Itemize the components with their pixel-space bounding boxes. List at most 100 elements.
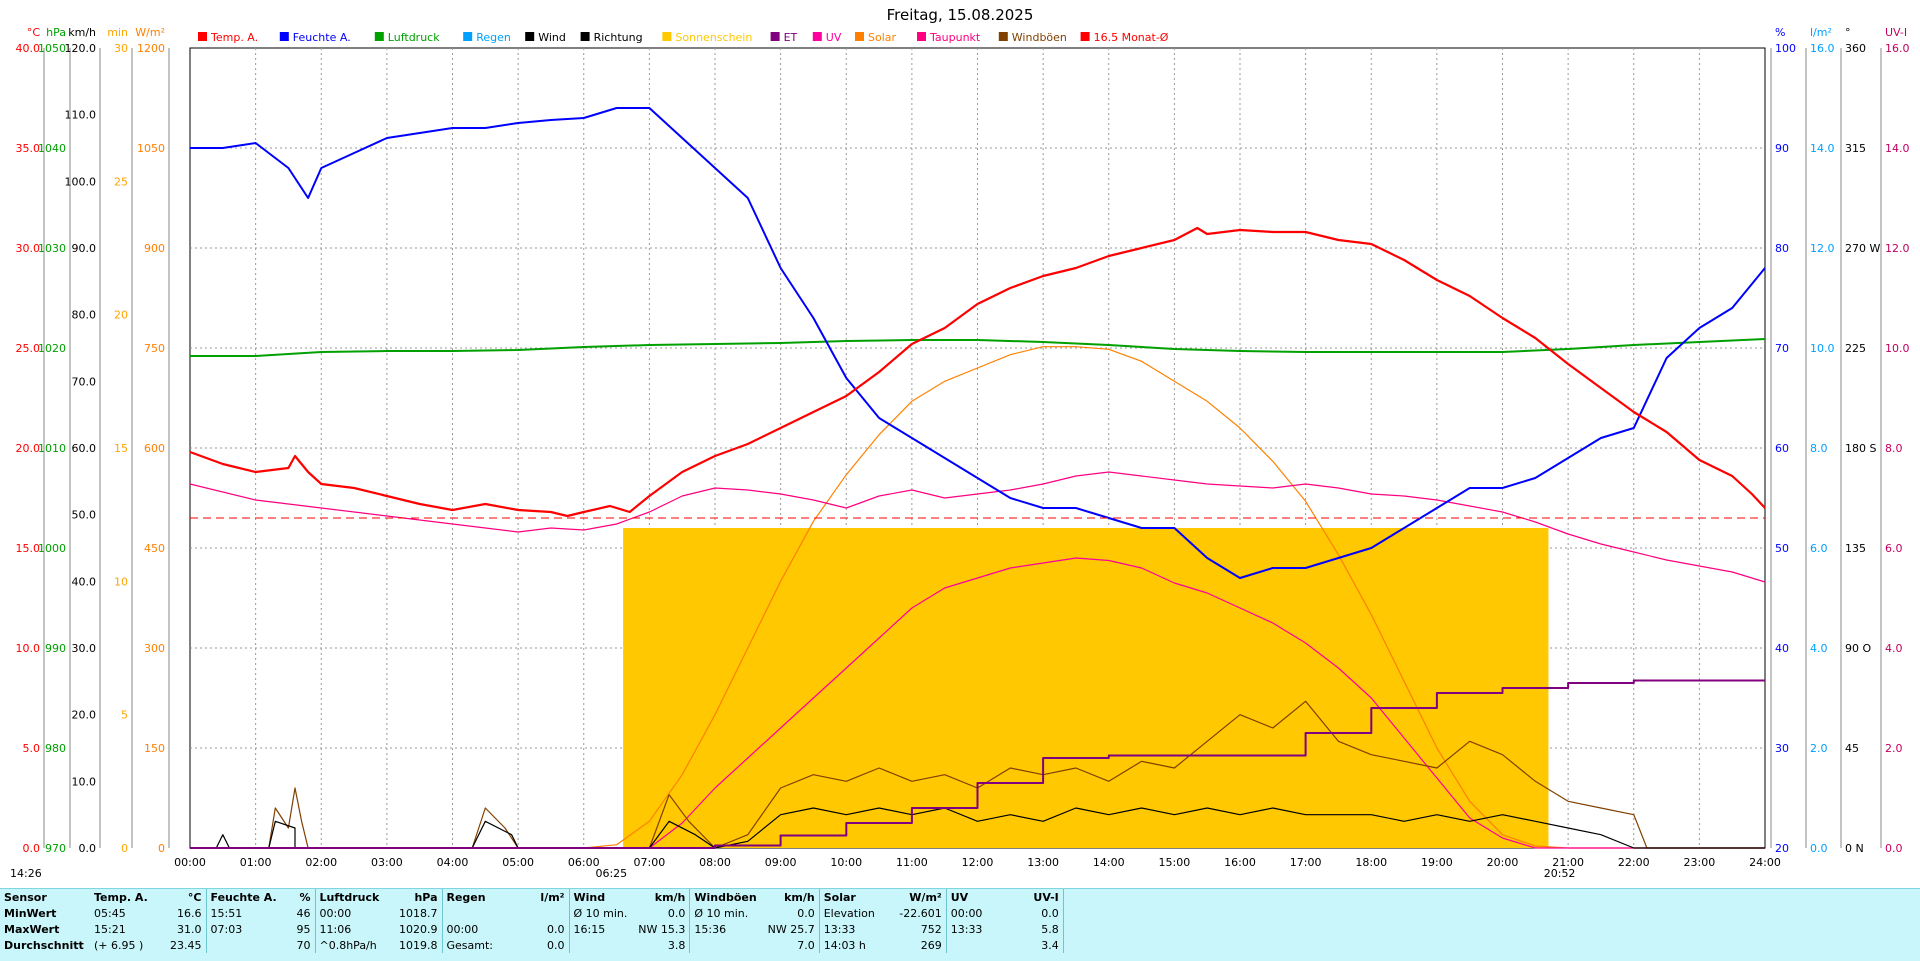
legend-label: Taupunkt — [929, 31, 981, 44]
left-axis-tick-label: 0 — [121, 842, 128, 855]
x-axis-tick-label: 11:00 — [896, 856, 928, 869]
left-axis-tick-label: 1020 — [38, 342, 66, 355]
cell: 05:45 — [94, 906, 126, 920]
hdr-temp-unit: °C — [166, 889, 207, 905]
cell: 16.6 — [166, 905, 207, 921]
x-axis-tick-label: 02:00 — [305, 856, 337, 869]
x-axis-tick-label: 16:00 — [1224, 856, 1256, 869]
x-axis-tick-label: 21:00 — [1552, 856, 1584, 869]
left-axis-tick-label: 1200 — [137, 42, 165, 55]
left-axis-tick-label: 110.0 — [65, 109, 97, 122]
left-axis-tick-label: 970 — [45, 842, 66, 855]
right-axis-unit: l/m² — [1810, 26, 1832, 39]
left-axis-tick-label: 0 — [158, 842, 165, 855]
legend-swatch — [525, 32, 535, 41]
series-solar — [190, 346, 1765, 849]
legend-label: Solar — [868, 31, 897, 44]
cell: 31.0 — [166, 921, 207, 937]
legend-label: Sonnenschein — [675, 31, 752, 44]
left-axis-tick-label: 15 — [114, 442, 128, 455]
left-axis-tick-label: 10.0 — [16, 642, 41, 655]
left-axis-tick-label: 1050 — [38, 42, 66, 55]
x-axis-tick-label: 08:00 — [699, 856, 731, 869]
hdr-rain-unit: l/m² — [510, 889, 570, 905]
right-axis-tick-label: 20 — [1775, 842, 1789, 855]
legend-label: ET — [784, 31, 798, 44]
cell: 7.0 — [760, 937, 820, 953]
cell: 269 — [887, 937, 947, 953]
cell: 0.0 — [760, 905, 820, 921]
cell: -22.601 — [887, 905, 947, 921]
legend-swatch — [812, 32, 822, 41]
x-axis-tick-label: 22:00 — [1618, 856, 1650, 869]
legend-swatch — [580, 32, 590, 41]
right-axis-tick-label: 315 — [1845, 142, 1866, 155]
cell: 15:51 — [210, 906, 243, 920]
legend-swatch — [998, 32, 1008, 41]
cell: 1019.8 — [393, 937, 443, 953]
left-axis-tick-label: 70.0 — [72, 375, 97, 388]
left-axis-tick-label: 120.0 — [65, 42, 97, 55]
left-axis-tick-label: 25.0 — [16, 342, 41, 355]
stats-panel: Sensor Temp. A. °C Feuchte A. % Luftdruc… — [0, 888, 1920, 961]
left-axis-tick-label: 80.0 — [72, 309, 97, 322]
series-humidity — [190, 107, 1766, 579]
right-axis-tick-label: 0.0 — [1885, 842, 1903, 855]
legend-swatch — [1080, 32, 1090, 41]
right-axis-tick-label: 30 — [1775, 742, 1789, 755]
right-axis-tick-label: 14.0 — [1810, 142, 1835, 155]
stats-header-row: Sensor Temp. A. °C Feuchte A. % Luftdruc… — [0, 889, 1064, 905]
cell: 1018.7 — [393, 905, 443, 921]
hdr-temp: Temp. A. — [94, 890, 148, 904]
hdr-solar: Solar — [823, 890, 856, 904]
left-axis-tick-label: 40.0 — [16, 42, 41, 55]
cell: 00:00 — [446, 922, 479, 936]
cell: 16:15 — [573, 922, 606, 936]
cell: 13:33 — [950, 922, 983, 936]
cell — [946, 937, 1015, 953]
series-et — [190, 679, 1765, 849]
right-axis-tick-label: 10.0 — [1885, 342, 1910, 355]
x-axis-tick-label: 10:00 — [830, 856, 862, 869]
legend-swatch — [855, 32, 864, 41]
right-axis-tick-label: 12.0 — [1885, 242, 1910, 255]
left-axis-tick-label: 750 — [144, 342, 165, 355]
right-axis-tick-label: 4.0 — [1810, 642, 1828, 655]
right-axis-tick-label: 16.0 — [1810, 42, 1835, 55]
right-axis-unit: ° — [1845, 26, 1851, 39]
x-axis-tick-label: 15:00 — [1159, 856, 1191, 869]
left-axis-tick-label: 30.0 — [72, 642, 97, 655]
left-axis-tick-label: 0.0 — [79, 842, 97, 855]
left-axis-tick-label: 1040 — [38, 142, 66, 155]
time-marks: 14:26 06:25 20:52 — [10, 867, 1575, 880]
right-axis-tick-label: 225 — [1845, 342, 1866, 355]
cell: 23.45 — [166, 937, 207, 953]
cell — [690, 937, 761, 953]
stats-row-avg: Durchschnitt (+ 6.95 ) 23.45 70 ^0.8hPa/… — [0, 937, 1064, 953]
x-axis-tick-label: 09:00 — [765, 856, 797, 869]
x-axis-tick-label: 04:00 — [437, 856, 469, 869]
right-axis-tick-label: 100 — [1775, 42, 1796, 55]
legend-label: Feuchte A. — [293, 31, 351, 44]
cell: NW 25.7 — [760, 921, 820, 937]
left-axis-tick-label: 1050 — [137, 142, 165, 155]
hdr-wind-unit: km/h — [631, 889, 691, 905]
series-temperature — [189, 226, 1766, 518]
left-axis-tick-label: 20.0 — [16, 442, 41, 455]
right-axis-tick-label: 2.0 — [1810, 742, 1828, 755]
x-axis-tick-label: 19:00 — [1421, 856, 1453, 869]
right-axis-tick-label: 180 S — [1845, 442, 1876, 455]
left-axis-tick-label: 300 — [144, 642, 165, 655]
cell: 3.8 — [631, 937, 691, 953]
hdr-press-unit: hPa — [393, 889, 443, 905]
right-axis-tick-label: 16.0 — [1885, 42, 1910, 55]
series-layer — [189, 107, 1766, 849]
legend-label: Richtung — [594, 31, 643, 44]
cell: 46 — [286, 905, 316, 921]
cell: 0.0 — [510, 921, 570, 937]
row-label: MaxWert — [4, 922, 60, 936]
cell: 15:36 — [694, 922, 727, 936]
right-axis-tick-label: 270 W — [1845, 242, 1880, 255]
sunrise-label: 06:25 — [595, 867, 627, 880]
cell: 14:03 h — [823, 938, 866, 952]
